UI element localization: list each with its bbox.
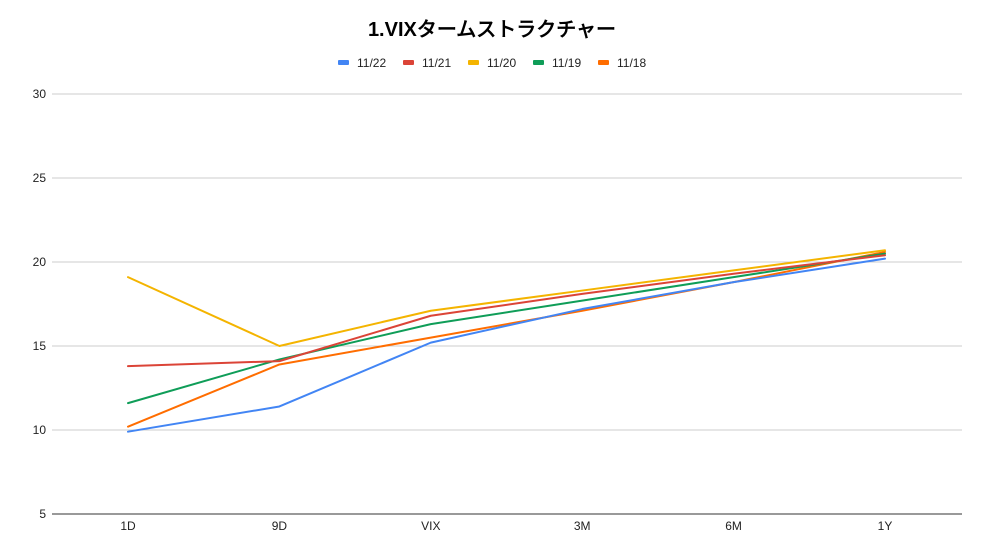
series-line-11-19 [127,252,886,405]
legend-swatch [598,60,609,65]
y-tick-label: 5 [39,507,46,521]
y-tick-label: 10 [33,423,47,437]
series-lines [127,249,886,433]
x-axis-ticks: 1D 9D VIX 3M 6M 1Y [120,519,892,533]
legend-swatch [468,60,479,65]
x-tick-label: 1D [120,519,136,533]
x-tick-label: 1Y [878,519,893,533]
legend-swatch [338,60,349,65]
series-line-11-18 [127,250,886,428]
series-line-11-22 [127,257,886,433]
y-axis-ticks: 5 10 15 20 25 30 [33,87,47,521]
legend-swatch [533,60,544,65]
chart-title: 1.VIXタームストラクチャー [368,18,616,41]
x-tick-label: 6M [725,519,742,533]
legend-label: 11/22 [357,56,386,70]
y-tick-label: 15 [33,339,47,353]
y-tick-label: 30 [33,87,47,101]
gridlines [52,93,962,515]
series-line-11-21 [127,254,886,368]
series-line-11-20 [127,249,886,347]
y-tick-label: 25 [33,171,47,185]
legend: 11/22 11/21 11/20 11/19 11/18 [338,56,646,70]
legend-swatch [403,60,414,65]
x-tick-label: 3M [574,519,591,533]
legend-label: 11/19 [552,56,581,70]
y-tick-label: 20 [33,255,47,269]
x-tick-label: VIX [421,519,440,533]
legend-label: 11/20 [487,56,516,70]
legend-label: 11/18 [617,56,646,70]
x-tick-label: 9D [272,519,288,533]
legend-label: 11/21 [422,56,451,70]
